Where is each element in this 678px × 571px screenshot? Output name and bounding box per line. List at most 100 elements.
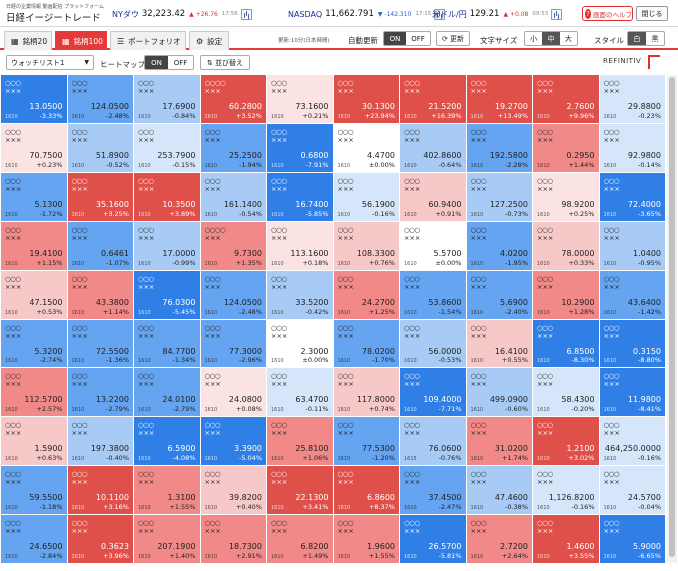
style-selector[interactable]: 白 黒 bbox=[627, 31, 665, 46]
heatmap-cell[interactable]: ○○○ ××× 56.0000 1610 -0.53% bbox=[400, 319, 466, 368]
heatmap-cell[interactable]: ○○○ ××× 39.8200 1610 +0.40% bbox=[200, 466, 266, 515]
heatmap-cell[interactable]: ○○○ ××× 25.8100 1610 +1.06% bbox=[267, 417, 333, 466]
heatmap-cell[interactable]: ○○○ ××× 35.1600 1610 +3.25% bbox=[67, 172, 133, 221]
heatmap-cell[interactable]: ○○○ ××× 161.1400 1610 -0.54% bbox=[200, 172, 266, 221]
auto-update-toggle[interactable]: ON OFF bbox=[383, 31, 431, 46]
heatmap-cell[interactable]: ○○○ ××× 2.3000 1610 ±0.00% bbox=[267, 319, 333, 368]
heatmap-cell[interactable]: ○○○ ××× 5.5700 1610 ±0.00% bbox=[400, 221, 466, 270]
heatmap-cell[interactable]: ○○○ ××× 47.1500 1610 +0.53% bbox=[1, 270, 67, 319]
heatmap-cell[interactable]: ○○○ ××× 29.8800 1610 -0.23% bbox=[599, 75, 665, 123]
heatmap-cell[interactable]: ○○○ ××× 2.7600 1610 +9.96% bbox=[533, 75, 599, 123]
heatmap-cell[interactable]: ○○○ ××× 5.3200 1610 -2.74% bbox=[1, 319, 67, 368]
heatmap-cell[interactable]: ○○○ ××× 31.0200 1610 +1.74% bbox=[466, 417, 532, 466]
style-black[interactable]: 黒 bbox=[651, 34, 659, 43]
heatmap-cell[interactable]: ○○○ ××× 10.2900 1610 +1.28% bbox=[533, 270, 599, 319]
watchlist-select[interactable]: ウォッチリスト1 ▼ bbox=[6, 55, 94, 70]
heatmap-cell[interactable]: ○○○ ××× 1.5900 1610 +0.63% bbox=[1, 417, 67, 466]
heatmap-toggle[interactable]: ON OFF bbox=[144, 55, 194, 70]
heatmap-cell[interactable]: ○○○ ××× 6.8200 1610 +1.49% bbox=[267, 515, 333, 563]
heatmap-cell[interactable]: ○○○ ××× 21.5200 1610 +16.39% bbox=[400, 75, 466, 123]
heatmap-cell[interactable]: ○○○ ××× 76.0600 1615 -0.76% bbox=[400, 417, 466, 466]
heatmap-on[interactable]: ON bbox=[145, 56, 169, 69]
heatmap-cell[interactable]: ○○○ ××× 113.1600 1610 +0.18% bbox=[267, 221, 333, 270]
heatmap-cell[interactable]: ○○○ ××× 108.3300 1610 +0.76% bbox=[333, 221, 399, 270]
heatmap-cell[interactable]: ○○○ ××× 78.0000 1610 +0.33% bbox=[533, 221, 599, 270]
heatmap-cell[interactable]: ○○○ ××× 1,126.8200 1610 -0.16% bbox=[533, 466, 599, 515]
heatmap-cell[interactable]: ○○○ ××× 197.3800 1610 -0.40% bbox=[67, 417, 133, 466]
heatmap-cell[interactable]: ○○○ ××× 464,250.0000 1610 -0.16% bbox=[599, 417, 665, 466]
style-white[interactable]: 白 bbox=[628, 32, 646, 45]
sort-button[interactable]: ⇅ 並び替え bbox=[200, 55, 250, 70]
tab-portfolio[interactable]: ☰ ポートフォリオ bbox=[110, 31, 186, 50]
scrollbar-thumb[interactable] bbox=[669, 77, 675, 557]
heatmap-cell[interactable]: ○○○ ××× 17.6900 1610 -0.84% bbox=[134, 75, 200, 123]
heatmap-cell[interactable]: ○○○ ××× 72.4000 1610 -3.65% bbox=[599, 172, 665, 221]
heatmap-cell[interactable]: ○○○ ××× 60.9400 1610 +0.91% bbox=[400, 172, 466, 221]
heatmap-cell[interactable]: ○○○ ××× 5.9000 1610 -6.65% bbox=[599, 515, 665, 563]
heatmap-cell[interactable]: ○○○ ××× 19.2700 1610 +13.49% bbox=[466, 75, 532, 123]
chart-icon[interactable] bbox=[434, 8, 446, 20]
heatmap-cell[interactable]: ○○○ ××× 0.6461 1610 -1.07% bbox=[67, 221, 133, 270]
heatmap-cell[interactable]: ○○○ ××× 63.4700 1610 -0.11% bbox=[267, 368, 333, 417]
heatmap-cell[interactable]: ○○○ ××× 109.4000 1610 -7.71% bbox=[400, 368, 466, 417]
heatmap-cell[interactable]: ○○○ ××× 22.1300 1610 +3.41% bbox=[267, 466, 333, 515]
heatmap-cell[interactable]: ○○○ ××× 77.3000 1610 -2.96% bbox=[200, 319, 266, 368]
heatmap-cell[interactable]: ○○○ ××× 98.9200 1610 +0.25% bbox=[533, 172, 599, 221]
heatmap-cell[interactable]: ○○○ ××× 127.2500 1610 -0.73% bbox=[466, 172, 532, 221]
heatmap-cell[interactable]: ○○○ ××× 207.1900 1610 +1.40% bbox=[134, 515, 200, 563]
heatmap-cell[interactable]: ○○○ ××× 16.4100 1610 +0.55% bbox=[466, 319, 532, 368]
heatmap-cell[interactable]: ○○○ ××× 253.7900 1610 -0.15% bbox=[134, 123, 200, 172]
font-small[interactable]: 小 bbox=[530, 34, 538, 43]
heatmap-cell[interactable]: ○○○ ××× 0.3150 1610 -8.80% bbox=[599, 319, 665, 368]
heatmap-cell[interactable]: ○○○ ××× 24.5700 1610 -0.04% bbox=[599, 466, 665, 515]
heatmap-cell[interactable]: ○○○ ××× 3.3900 1610 -5.04% bbox=[200, 417, 266, 466]
heatmap-cell[interactable]: ○○○ ××× 6.8600 1610 +8.37% bbox=[333, 466, 399, 515]
heatmap-cell[interactable]: ○○○ ××× 78.0200 1610 -1.70% bbox=[333, 319, 399, 368]
heatmap-cell[interactable]: ○○○ ××× 24.0100 1610 -2.79% bbox=[134, 368, 200, 417]
heatmap-cell[interactable]: ○○○ ××× 1.4600 1610 +3.55% bbox=[533, 515, 599, 563]
font-medium[interactable]: 中 bbox=[542, 32, 560, 45]
font-large[interactable]: 大 bbox=[564, 34, 572, 43]
auto-update-on[interactable]: ON bbox=[384, 32, 407, 45]
heatmap-cell[interactable]: ○○○ ××× 33.5200 1610 -0.42% bbox=[267, 270, 333, 319]
heatmap-cell[interactable]: ○○○ ××× 192.5800 1610 -2.28% bbox=[466, 123, 532, 172]
heatmap-cell[interactable]: ○○○ ××× 0.2950 1610 +1.44% bbox=[533, 123, 599, 172]
heatmap-cell[interactable]: ○○○ ××× 2.7200 1610 +2.64% bbox=[466, 515, 532, 563]
heatmap-cell[interactable]: ○○○ ××× 6.5900 1610 -4.08% bbox=[134, 417, 200, 466]
heatmap-cell[interactable]: ○○○ ××× 43.3800 1610 +1.14% bbox=[67, 270, 133, 319]
heatmap-cell[interactable]: ○○○ ××× 47.4600 1610 -0.38% bbox=[466, 466, 532, 515]
heatmap-cell[interactable]: ○○○ ××× 59.5500 1610 -1.18% bbox=[1, 466, 67, 515]
heatmap-cell[interactable]: ○○○ ××× 70.7500 1610 +0.23% bbox=[1, 123, 67, 172]
font-size-selector[interactable]: 小 中 大 bbox=[524, 31, 578, 46]
heatmap-cell[interactable]: ○○○ ××× 19.4100 1610 +1.15% bbox=[1, 221, 67, 270]
heatmap-cell[interactable]: ○○○ ××× 112.5700 1610 +2.57% bbox=[1, 368, 67, 417]
heatmap-cell[interactable]: ○○○ ××× 0.3623 1610 +3.96% bbox=[67, 515, 133, 563]
heatmap-cell[interactable]: ○○○ ××× 56.1900 1610 -0.16% bbox=[333, 172, 399, 221]
heatmap-cell[interactable]: ○○○ ××× 76.0300 1610 -5.45% bbox=[134, 270, 200, 319]
heatmap-cell[interactable]: ○○○ ××× 5.6900 1610 -2.40% bbox=[466, 270, 532, 319]
scrollbar[interactable] bbox=[667, 75, 677, 563]
heatmap-cell[interactable]: ○○○ ××× 43.6400 1610 -1.42% bbox=[599, 270, 665, 319]
help-button[interactable]: ? 画面のヘルプ bbox=[582, 6, 633, 21]
heatmap-cell[interactable]: ○○○○ ××× 9.7300 1610 +1.35% bbox=[200, 221, 266, 270]
heatmap-cell[interactable]: ○○○ ××× 26.5700 1610 -5.81% bbox=[400, 515, 466, 563]
heatmap-cell[interactable]: ○○○ ××× 6.8500 1610 -8.30% bbox=[533, 319, 599, 368]
heatmap-cell[interactable]: ○○○ ××× 58.4300 1610 -0.20% bbox=[533, 368, 599, 417]
heatmap-cell[interactable]: ○○○ ××× 4.0200 1610 -1.95% bbox=[466, 221, 532, 270]
heatmap-cell[interactable]: ○○○ ××× 11.9800 1610 -8.41% bbox=[599, 368, 665, 417]
heatmap-cell[interactable]: ○○○ ××× 84.7700 1610 -1.34% bbox=[134, 319, 200, 368]
heatmap-cell[interactable]: ○○○ ××× 10.1100 1610 +3.16% bbox=[67, 466, 133, 515]
heatmap-cell[interactable]: ○○○ ××× 1.3100 1610 +1.55% bbox=[134, 466, 200, 515]
heatmap-cell[interactable]: ○○○ ××× 24.0800 1610 +0.08% bbox=[200, 368, 266, 417]
close-button[interactable]: 閉じる bbox=[636, 6, 668, 21]
heatmap-cell[interactable]: ○○○ ××× 77.5300 1610 -1.20% bbox=[333, 417, 399, 466]
heatmap-cell[interactable]: ○○○○ ××× 60.2800 1610 +3.52% bbox=[200, 75, 266, 123]
tab-stocks20[interactable]: ▦ 銘柄20 bbox=[4, 31, 52, 50]
heatmap-cell[interactable]: ○○○ ××× 124.0500 1610 -2.48% bbox=[200, 270, 266, 319]
chart-icon[interactable] bbox=[551, 8, 563, 20]
heatmap-cell[interactable]: ○○○ ××× 124.0500 1610 -2.48% bbox=[67, 75, 133, 123]
heatmap-cell[interactable]: ○○○ ××× 73.1600 1610 +0.21% bbox=[267, 75, 333, 123]
heatmap-cell[interactable]: ○○○ ××× 51.8900 1610 -0.52% bbox=[67, 123, 133, 172]
tab-settings[interactable]: ⚙ 設定 bbox=[189, 31, 229, 50]
heatmap-cell[interactable]: ○○○ ××× 37.4500 1610 -2.47% bbox=[400, 466, 466, 515]
